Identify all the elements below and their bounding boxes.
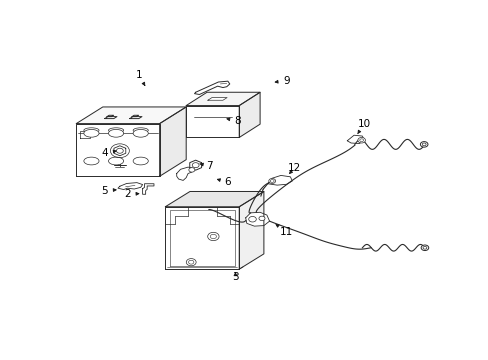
Polygon shape bbox=[80, 131, 89, 138]
Text: 7: 7 bbox=[200, 161, 212, 171]
Text: 5: 5 bbox=[101, 186, 116, 196]
Polygon shape bbox=[132, 115, 139, 117]
Polygon shape bbox=[107, 115, 113, 117]
Circle shape bbox=[359, 139, 363, 141]
Ellipse shape bbox=[108, 129, 123, 137]
Polygon shape bbox=[207, 98, 226, 100]
Circle shape bbox=[357, 138, 365, 143]
Circle shape bbox=[270, 180, 274, 183]
Ellipse shape bbox=[133, 157, 148, 165]
Text: 6: 6 bbox=[217, 177, 231, 187]
Text: 12: 12 bbox=[287, 163, 300, 174]
Polygon shape bbox=[142, 184, 154, 194]
Polygon shape bbox=[176, 167, 191, 180]
Text: 3: 3 bbox=[232, 271, 238, 282]
Ellipse shape bbox=[133, 129, 148, 137]
Circle shape bbox=[116, 148, 123, 153]
Polygon shape bbox=[186, 92, 260, 105]
Polygon shape bbox=[189, 160, 201, 170]
Circle shape bbox=[420, 141, 427, 147]
Circle shape bbox=[192, 163, 199, 168]
Ellipse shape bbox=[84, 128, 99, 133]
Polygon shape bbox=[76, 123, 159, 176]
Text: 8: 8 bbox=[226, 116, 240, 126]
Polygon shape bbox=[267, 175, 292, 185]
Polygon shape bbox=[159, 107, 186, 176]
Circle shape bbox=[210, 234, 216, 239]
Polygon shape bbox=[239, 92, 260, 138]
Text: 2: 2 bbox=[124, 189, 139, 199]
Polygon shape bbox=[169, 210, 234, 266]
Ellipse shape bbox=[108, 157, 123, 165]
Polygon shape bbox=[118, 183, 142, 190]
Polygon shape bbox=[114, 146, 125, 156]
Text: 11: 11 bbox=[276, 225, 293, 237]
Polygon shape bbox=[186, 105, 239, 138]
Polygon shape bbox=[76, 107, 186, 123]
Circle shape bbox=[188, 260, 193, 264]
Polygon shape bbox=[239, 192, 264, 269]
Ellipse shape bbox=[84, 129, 99, 137]
Ellipse shape bbox=[108, 128, 123, 133]
Text: 10: 10 bbox=[357, 118, 370, 134]
Circle shape bbox=[259, 216, 264, 221]
Circle shape bbox=[268, 179, 275, 184]
Polygon shape bbox=[194, 81, 229, 94]
Polygon shape bbox=[165, 207, 239, 269]
Text: 9: 9 bbox=[275, 76, 289, 86]
Polygon shape bbox=[104, 117, 117, 118]
Polygon shape bbox=[129, 117, 142, 118]
Text: 1: 1 bbox=[135, 70, 144, 85]
Polygon shape bbox=[165, 192, 264, 207]
Circle shape bbox=[422, 143, 425, 146]
Polygon shape bbox=[245, 212, 269, 226]
Circle shape bbox=[188, 168, 195, 172]
Ellipse shape bbox=[84, 157, 99, 165]
Circle shape bbox=[420, 245, 428, 251]
Polygon shape bbox=[346, 135, 364, 144]
Circle shape bbox=[248, 216, 256, 222]
Text: 4: 4 bbox=[101, 148, 116, 158]
Ellipse shape bbox=[133, 128, 148, 133]
Circle shape bbox=[422, 246, 426, 249]
Circle shape bbox=[207, 232, 219, 240]
Circle shape bbox=[186, 258, 196, 266]
